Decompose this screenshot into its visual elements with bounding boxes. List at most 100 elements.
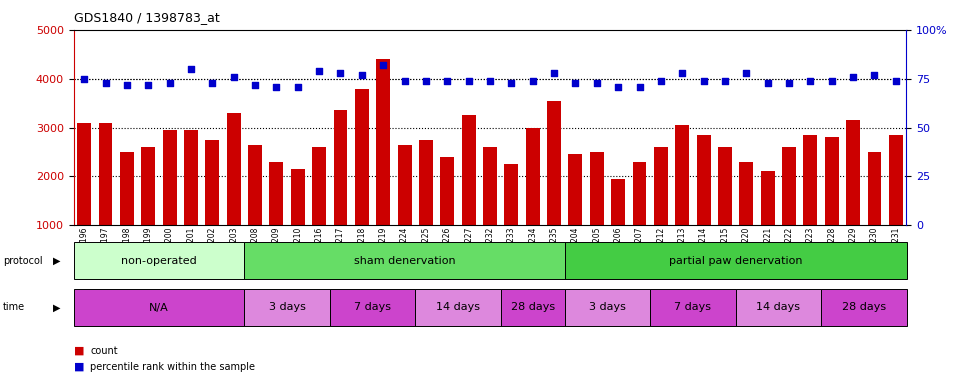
Bar xyxy=(501,289,564,326)
Bar xyxy=(564,242,906,279)
Bar xyxy=(564,289,650,326)
Bar xyxy=(270,162,283,274)
Point xyxy=(589,80,605,86)
Text: protocol: protocol xyxy=(3,256,42,266)
Text: 14 days: 14 days xyxy=(757,303,801,312)
Point xyxy=(717,78,733,84)
Text: percentile rank within the sample: percentile rank within the sample xyxy=(90,362,255,372)
Bar xyxy=(416,289,501,326)
Point xyxy=(739,70,755,76)
Bar xyxy=(782,147,796,274)
Bar xyxy=(547,101,561,274)
Bar xyxy=(398,145,412,274)
Point xyxy=(824,78,840,84)
Bar xyxy=(483,147,497,274)
Bar xyxy=(355,88,368,274)
Bar xyxy=(675,125,689,274)
Bar xyxy=(74,242,244,279)
Point xyxy=(205,80,220,86)
Text: partial paw denervation: partial paw denervation xyxy=(669,256,803,266)
Point xyxy=(397,78,413,84)
Bar xyxy=(206,140,220,274)
Text: time: time xyxy=(3,303,25,312)
Point xyxy=(247,82,263,88)
Point xyxy=(674,70,690,76)
Text: 3 days: 3 days xyxy=(589,303,626,312)
Text: count: count xyxy=(90,346,118,355)
Point xyxy=(119,82,134,88)
Text: 28 days: 28 days xyxy=(511,303,555,312)
Bar xyxy=(590,152,604,274)
Bar xyxy=(825,137,839,274)
Bar xyxy=(650,289,736,326)
Bar xyxy=(846,120,860,274)
Point xyxy=(696,78,711,84)
Bar xyxy=(568,154,582,274)
Bar xyxy=(718,147,732,274)
Point xyxy=(418,78,434,84)
Bar xyxy=(77,123,91,274)
Bar xyxy=(141,147,155,274)
Point xyxy=(546,70,562,76)
Bar xyxy=(612,179,625,274)
Point xyxy=(461,78,476,84)
Bar xyxy=(244,242,564,279)
Text: 3 days: 3 days xyxy=(269,303,306,312)
Text: ■: ■ xyxy=(74,362,84,372)
Bar xyxy=(526,128,540,274)
Bar xyxy=(99,123,113,274)
Point xyxy=(653,78,668,84)
Point xyxy=(183,66,199,72)
Text: ■: ■ xyxy=(74,346,84,355)
Point xyxy=(611,84,626,90)
Point xyxy=(888,78,904,84)
Point xyxy=(354,72,369,78)
Point xyxy=(525,78,541,84)
Bar xyxy=(376,59,390,274)
Bar xyxy=(889,135,903,274)
Bar xyxy=(248,145,262,274)
Bar xyxy=(804,135,817,274)
Text: 14 days: 14 days xyxy=(436,303,480,312)
Bar xyxy=(632,162,647,274)
Bar xyxy=(867,152,881,274)
Bar xyxy=(654,147,667,274)
Text: 7 days: 7 days xyxy=(354,303,391,312)
Text: GDS1840 / 1398783_at: GDS1840 / 1398783_at xyxy=(74,11,220,24)
Point xyxy=(482,78,498,84)
Bar xyxy=(419,140,433,274)
Point xyxy=(312,68,327,74)
Text: N/A: N/A xyxy=(149,303,169,312)
Bar xyxy=(736,289,821,326)
Bar xyxy=(330,289,416,326)
Bar xyxy=(440,157,454,274)
Bar xyxy=(333,110,348,274)
Bar xyxy=(821,289,907,326)
Point xyxy=(290,84,306,90)
Bar xyxy=(505,164,518,274)
Point xyxy=(866,72,882,78)
Point xyxy=(269,84,284,90)
Text: 7 days: 7 days xyxy=(674,303,711,312)
Point xyxy=(567,80,583,86)
Point xyxy=(439,78,455,84)
Bar xyxy=(120,152,134,274)
Bar xyxy=(291,169,305,274)
Point xyxy=(375,62,391,68)
Bar xyxy=(226,113,241,274)
Point xyxy=(332,70,348,76)
Bar xyxy=(697,135,710,274)
Point xyxy=(760,80,775,86)
Point xyxy=(225,74,241,80)
Bar xyxy=(74,289,244,326)
Point xyxy=(803,78,818,84)
Bar xyxy=(184,130,198,274)
Bar xyxy=(313,147,326,274)
Text: ▶: ▶ xyxy=(53,303,61,312)
Text: non-operated: non-operated xyxy=(122,256,197,266)
Bar xyxy=(739,162,754,274)
Point xyxy=(162,80,177,86)
Point xyxy=(846,74,861,80)
Bar xyxy=(244,289,330,326)
Bar xyxy=(462,116,475,274)
